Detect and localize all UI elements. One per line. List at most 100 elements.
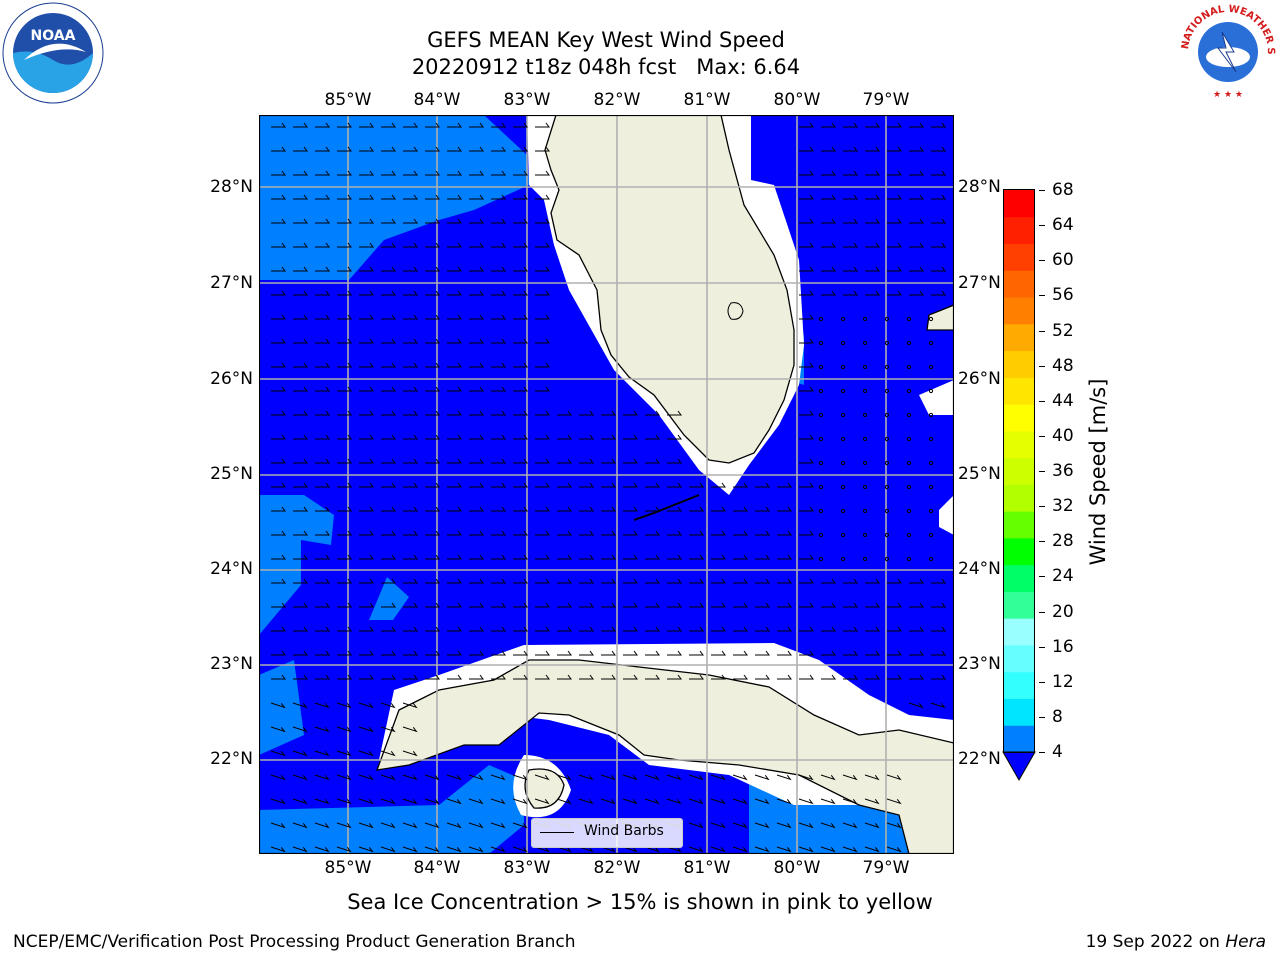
wind-barb xyxy=(842,822,858,829)
wind-barb xyxy=(755,506,770,512)
wind-barb xyxy=(337,122,352,128)
wind-barb xyxy=(930,702,946,709)
wind-barb xyxy=(425,290,440,296)
wind-barb xyxy=(425,602,440,608)
calm-wind-marker xyxy=(818,436,824,442)
wind-barb xyxy=(271,122,286,128)
wind-barb xyxy=(403,506,418,512)
wind-barb xyxy=(513,554,528,560)
wind-barb xyxy=(777,530,792,536)
wind-barb xyxy=(821,674,836,680)
wind-barb xyxy=(314,798,330,805)
wind-barb xyxy=(931,194,946,200)
wind-barb xyxy=(469,530,484,536)
wind-barb xyxy=(491,362,506,368)
wind-barb xyxy=(358,702,374,709)
wind-barb xyxy=(600,798,616,805)
wind-barb xyxy=(689,482,704,488)
wind-barb xyxy=(666,774,682,781)
colorbar-tick-mark xyxy=(1039,225,1045,227)
wind-barb xyxy=(843,578,858,584)
wind-barb xyxy=(534,798,550,805)
wind-barb xyxy=(469,242,484,248)
wind-barb xyxy=(469,458,484,464)
colorbar-tick-mark xyxy=(1039,611,1045,613)
wind-barb xyxy=(468,846,484,853)
colorbar-tick-mark xyxy=(1039,541,1045,543)
wind-barb xyxy=(425,218,440,224)
wind-barb xyxy=(799,122,814,128)
colorbar-segment xyxy=(1004,216,1034,245)
wind-barb xyxy=(732,822,748,829)
wind-barb xyxy=(623,458,638,464)
wind-barb xyxy=(513,410,528,416)
wind-barb xyxy=(755,650,770,656)
wind-barb xyxy=(381,626,396,632)
wind-barb xyxy=(425,434,440,440)
land-mask xyxy=(939,495,954,535)
y-tick-label: 24°N xyxy=(958,559,1001,579)
wind-barb xyxy=(293,626,308,632)
wind-barb xyxy=(689,674,704,680)
wind-barb xyxy=(336,702,352,709)
wind-barb xyxy=(337,650,352,656)
wind-barb xyxy=(557,602,572,608)
wind-barb xyxy=(403,170,418,176)
wind-barb xyxy=(293,362,308,368)
wind-barb xyxy=(425,194,440,200)
wind-barb xyxy=(403,314,418,320)
wind-barb xyxy=(359,506,374,512)
wind-barb xyxy=(337,530,352,536)
wind-barb xyxy=(425,338,440,344)
wind-barb xyxy=(491,482,506,488)
wind-barb xyxy=(314,822,330,829)
wind-barb xyxy=(689,578,704,584)
wind-barb xyxy=(535,194,550,200)
wind-barb xyxy=(513,146,528,152)
wind-barb xyxy=(710,846,726,853)
wind-barb xyxy=(381,146,396,152)
wind-barb xyxy=(843,242,858,248)
wind-barb xyxy=(512,822,528,829)
colorbar-segment xyxy=(1004,190,1034,218)
wind-barb xyxy=(491,602,506,608)
wind-barb xyxy=(380,774,396,781)
wind-barb xyxy=(491,554,506,560)
calm-wind-marker xyxy=(906,460,912,466)
wind-barb xyxy=(733,578,748,584)
colorbar-tick-mark xyxy=(1039,471,1045,472)
wind-barb xyxy=(380,846,396,853)
calm-wind-marker xyxy=(906,484,912,490)
wind-barb xyxy=(469,338,484,344)
wind-barb xyxy=(865,194,880,200)
wind-barb xyxy=(293,410,308,416)
wind-barb xyxy=(469,482,484,488)
wind-barb xyxy=(381,194,396,200)
wind-barb xyxy=(777,506,792,512)
calm-wind-marker xyxy=(884,436,890,442)
wind-barb xyxy=(293,242,308,248)
wind-barb xyxy=(799,218,814,224)
wind-barb-swatch xyxy=(540,832,574,833)
wind-barb xyxy=(447,290,462,296)
wind-barb xyxy=(491,266,506,272)
wind-barb xyxy=(601,530,616,536)
wind-barb xyxy=(447,434,462,440)
wind-barb xyxy=(271,362,286,368)
wind-barb xyxy=(755,626,770,632)
colorbar-tick-label: 52 xyxy=(1052,320,1074,341)
wind-barb xyxy=(623,626,638,632)
wind-barb xyxy=(711,482,726,488)
wind-barb xyxy=(578,798,594,805)
wind-barb xyxy=(381,242,396,248)
wind-barb xyxy=(799,554,814,560)
wind-barb xyxy=(513,242,528,248)
wind-barb xyxy=(359,338,374,344)
wind-barb xyxy=(865,290,880,296)
wind-barb xyxy=(843,602,858,608)
wind-barb xyxy=(667,434,682,440)
wind-barb xyxy=(359,674,374,680)
wind-barb xyxy=(799,650,814,656)
wind-barb xyxy=(733,602,748,608)
wind-barb xyxy=(798,822,814,829)
